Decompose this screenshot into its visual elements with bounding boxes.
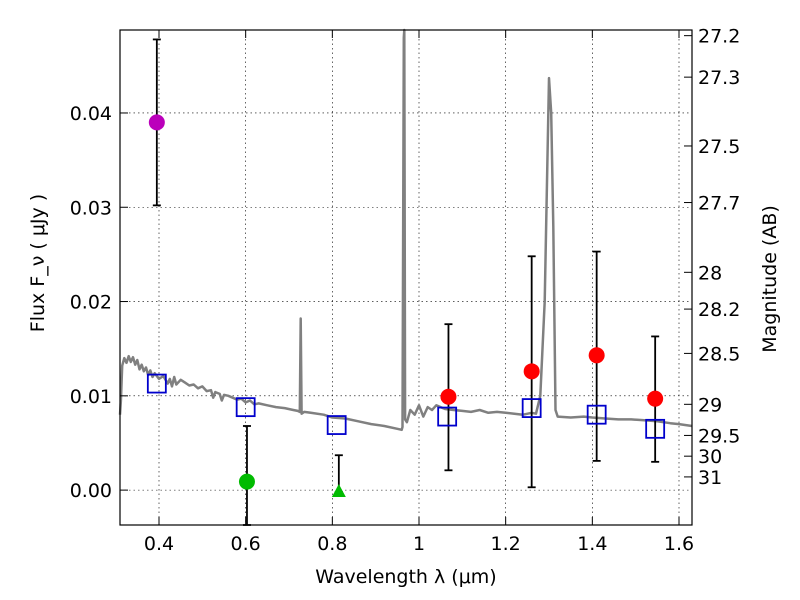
right-tick-label: 27.7 — [698, 193, 740, 215]
observed-flux-point — [523, 363, 540, 380]
observed-upper-limit-triangle — [331, 484, 346, 497]
right-tick-label: 28.2 — [698, 299, 740, 321]
right-tick-label: 31 — [698, 467, 722, 489]
model-photometry-square — [235, 397, 256, 418]
right-tick-label: 28 — [698, 262, 722, 284]
right-tick-label: 29 — [698, 394, 722, 416]
model-photometry-square — [586, 404, 607, 425]
y-axis-ticks: 0.00 0.01 0.02 0.03 0.04 — [70, 103, 128, 502]
right-tick-label: 27.5 — [698, 136, 740, 158]
right-axis-label: Magnitude (AB) — [759, 205, 781, 353]
observed-flux-point — [647, 390, 664, 407]
y-tick-label: 0.03 — [70, 197, 112, 219]
x-tick-label: 0.6 — [231, 533, 261, 555]
observed-flux-point — [440, 388, 457, 405]
observed-flux-point — [148, 114, 165, 131]
y-tick-label: 0.02 — [70, 292, 112, 314]
right-tick-label: 27.2 — [698, 26, 740, 48]
model-spectrum — [118, 28, 693, 432]
x-axis-label: Wavelength λ (μm) — [315, 566, 496, 588]
model-photometry-markers — [146, 373, 666, 439]
x-tick-label: 1.4 — [577, 533, 607, 555]
model-photometry-square — [437, 406, 458, 427]
right-tick-label: 29.5 — [698, 425, 740, 447]
plot-frame — [119, 29, 693, 526]
y-tick-label: 0.01 — [70, 386, 112, 408]
model-photometry-square — [521, 398, 542, 418]
x-axis-ticks: 0.4 0.6 0.8 1 1.2 1.4 1.6 — [144, 30, 694, 555]
model-photometry-square — [326, 415, 347, 435]
spectrum-line — [118, 28, 693, 432]
observed-flux-point — [588, 347, 605, 364]
y-tick-label: 0.00 — [70, 480, 112, 502]
x-tick-label: 1.6 — [664, 533, 694, 555]
observed-photometry-markers — [148, 114, 664, 497]
x-tick-label: 0.4 — [144, 533, 174, 555]
x-tick-label: 0.8 — [317, 533, 347, 555]
grid-lines — [120, 30, 692, 525]
y-tick-label: 0.04 — [70, 103, 112, 125]
x-tick-label: 1.2 — [491, 533, 521, 555]
model-photometry-square — [146, 373, 167, 394]
x-tick-label: 1 — [413, 533, 425, 555]
right-tick-label: 30 — [698, 446, 722, 468]
y-axis-label: Flux F_ν ( μJy ) — [27, 194, 49, 332]
right-tick-label: 28.5 — [698, 343, 740, 365]
model-photometry-square — [645, 418, 666, 439]
observed-flux-point — [238, 473, 255, 490]
right-tick-label: 27.3 — [698, 67, 740, 89]
